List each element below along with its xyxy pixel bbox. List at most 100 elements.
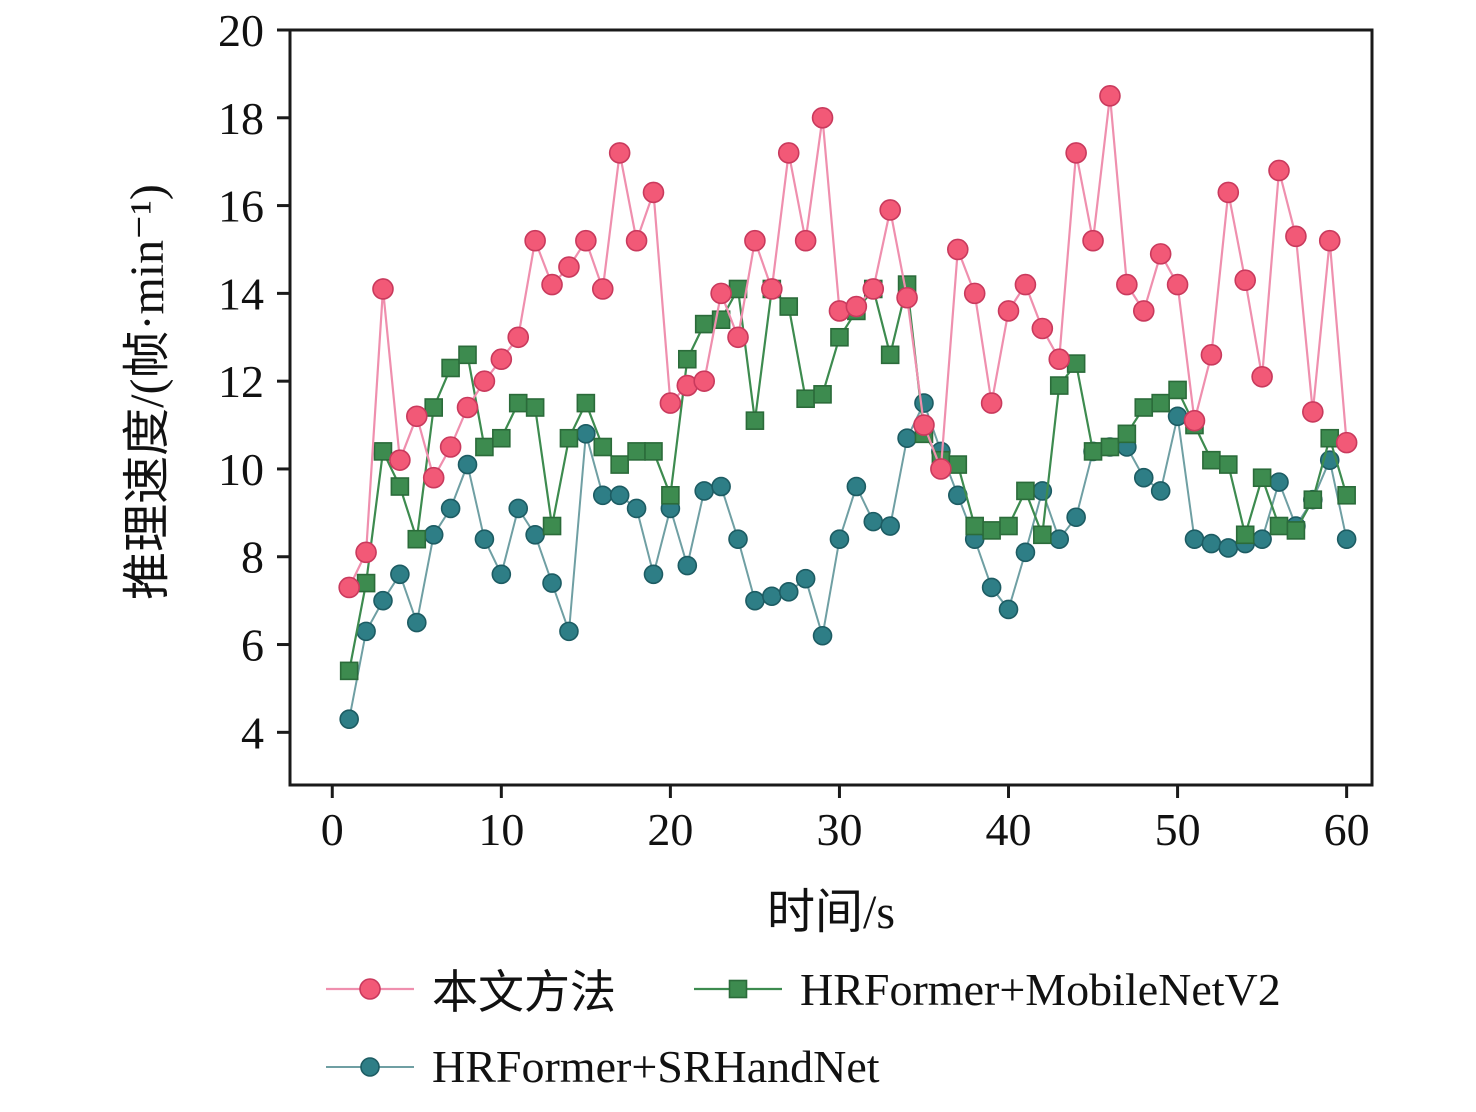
x-tick-label: 20 bbox=[647, 804, 693, 855]
data-point-marker bbox=[982, 521, 1001, 540]
data-point-marker bbox=[745, 411, 765, 430]
y-axis-label: 推理速度/(帧·min⁻¹) bbox=[121, 184, 174, 600]
data-point-marker bbox=[390, 564, 410, 585]
data-point-marker bbox=[745, 590, 765, 611]
data-point-marker bbox=[373, 590, 393, 611]
data-point-marker bbox=[1202, 450, 1221, 470]
data-point-marker bbox=[508, 393, 528, 413]
data-point-marker bbox=[422, 466, 445, 489]
data-point-marker bbox=[424, 398, 444, 417]
data-point-marker bbox=[525, 398, 545, 417]
x-tick-label: 60 bbox=[1324, 804, 1370, 855]
data-point-marker bbox=[458, 345, 477, 365]
data-point-marker bbox=[1286, 521, 1306, 540]
data-point-marker bbox=[355, 541, 377, 564]
data-point-marker bbox=[1183, 409, 1206, 432]
data-point-marker bbox=[1200, 344, 1223, 366]
data-point-marker bbox=[948, 455, 968, 474]
plot-frame bbox=[288, 28, 1374, 787]
data-point-marker bbox=[946, 238, 969, 261]
data-point-marker bbox=[627, 442, 646, 461]
data-point-marker bbox=[591, 278, 614, 300]
data-point-marker bbox=[609, 485, 630, 506]
data-point-marker bbox=[1218, 455, 1238, 474]
data-point-marker bbox=[963, 282, 986, 305]
data-point-marker bbox=[897, 428, 917, 449]
data-point-marker bbox=[728, 529, 748, 549]
data-point-marker bbox=[1014, 273, 1037, 296]
data-point-marker bbox=[1099, 85, 1121, 107]
data-point-marker bbox=[710, 282, 732, 305]
x-tick-label: 40 bbox=[986, 804, 1032, 855]
data-point-marker bbox=[423, 524, 444, 545]
data-point-marker bbox=[693, 370, 716, 392]
data-point-marker bbox=[845, 295, 868, 318]
legend-marker-srhandnet bbox=[326, 1056, 414, 1077]
data-point-marker bbox=[542, 573, 562, 593]
data-point-marker bbox=[914, 393, 934, 413]
data-point-marker bbox=[439, 436, 462, 458]
y-tick-label: 12 bbox=[218, 356, 264, 407]
data-point-marker bbox=[559, 428, 579, 448]
data-point-marker bbox=[576, 424, 596, 444]
data-point-marker bbox=[608, 142, 631, 164]
x-tick-label: 10 bbox=[478, 804, 524, 855]
y-tick-label: 14 bbox=[218, 268, 264, 319]
data-point-marker bbox=[796, 389, 815, 409]
data-point-marker bbox=[338, 576, 360, 599]
data-point-marker bbox=[610, 455, 629, 474]
data-point-marker bbox=[625, 229, 648, 252]
data-point-marker bbox=[541, 273, 563, 296]
data-point-marker bbox=[677, 349, 697, 369]
data-point-marker bbox=[998, 599, 1019, 620]
data-point-marker bbox=[575, 229, 597, 252]
x-tick-label: 0 bbox=[321, 804, 344, 855]
data-point-marker bbox=[1251, 365, 1273, 388]
data-point-marker bbox=[728, 979, 748, 999]
data-point-marker bbox=[1149, 243, 1172, 265]
data-point-marker bbox=[896, 286, 918, 309]
data-point-marker bbox=[1049, 376, 1069, 395]
legend-label-ours: 本文方法 bbox=[432, 967, 616, 1018]
data-point-marker bbox=[491, 564, 512, 585]
data-point-marker bbox=[1116, 273, 1138, 296]
data-point-marker bbox=[863, 511, 884, 532]
legend-row-2: HRFormer+SRHandNet bbox=[322, 1040, 1281, 1093]
data-point-marker bbox=[1335, 431, 1358, 454]
data-point-marker bbox=[778, 582, 799, 602]
data-point-marker bbox=[372, 278, 394, 300]
data-point-marker bbox=[360, 1056, 380, 1077]
data-point-marker bbox=[1132, 300, 1155, 322]
data-point-marker bbox=[1218, 538, 1239, 558]
data-point-marker bbox=[1201, 533, 1222, 554]
data-point-marker bbox=[1166, 273, 1189, 296]
data-point-marker bbox=[965, 516, 985, 536]
data-point-marker bbox=[999, 516, 1018, 536]
data-point-marker bbox=[1302, 401, 1324, 423]
data-point-marker bbox=[1337, 485, 1356, 505]
data-point-marker bbox=[1016, 481, 1035, 501]
data-point-marker bbox=[1303, 490, 1323, 509]
data-point-marker bbox=[642, 181, 665, 204]
data-point-marker bbox=[1083, 442, 1103, 461]
data-point-marker bbox=[728, 279, 748, 299]
y-tick-label: 6 bbox=[241, 620, 264, 671]
data-point-marker bbox=[677, 555, 698, 576]
data-point-marker bbox=[694, 481, 715, 501]
data-point-marker bbox=[1336, 529, 1357, 549]
data-point-marker bbox=[1066, 507, 1086, 528]
legend-marker-mobilenetv2 bbox=[694, 979, 782, 999]
data-point-marker bbox=[1234, 269, 1257, 292]
data-point-marker bbox=[492, 428, 511, 448]
data-point-marker bbox=[524, 229, 546, 252]
data-point-marker bbox=[359, 978, 381, 1000]
data-point-marker bbox=[373, 442, 393, 461]
legend-label-srhandnet: HRFormer+SRHandNet bbox=[432, 1041, 880, 1092]
x-axis-label: 时间/s bbox=[766, 886, 896, 939]
data-point-marker bbox=[457, 454, 478, 475]
data-point-marker bbox=[405, 405, 428, 428]
data-point-marker bbox=[456, 396, 479, 419]
data-point-marker bbox=[794, 229, 817, 252]
data-point-marker bbox=[406, 612, 427, 633]
